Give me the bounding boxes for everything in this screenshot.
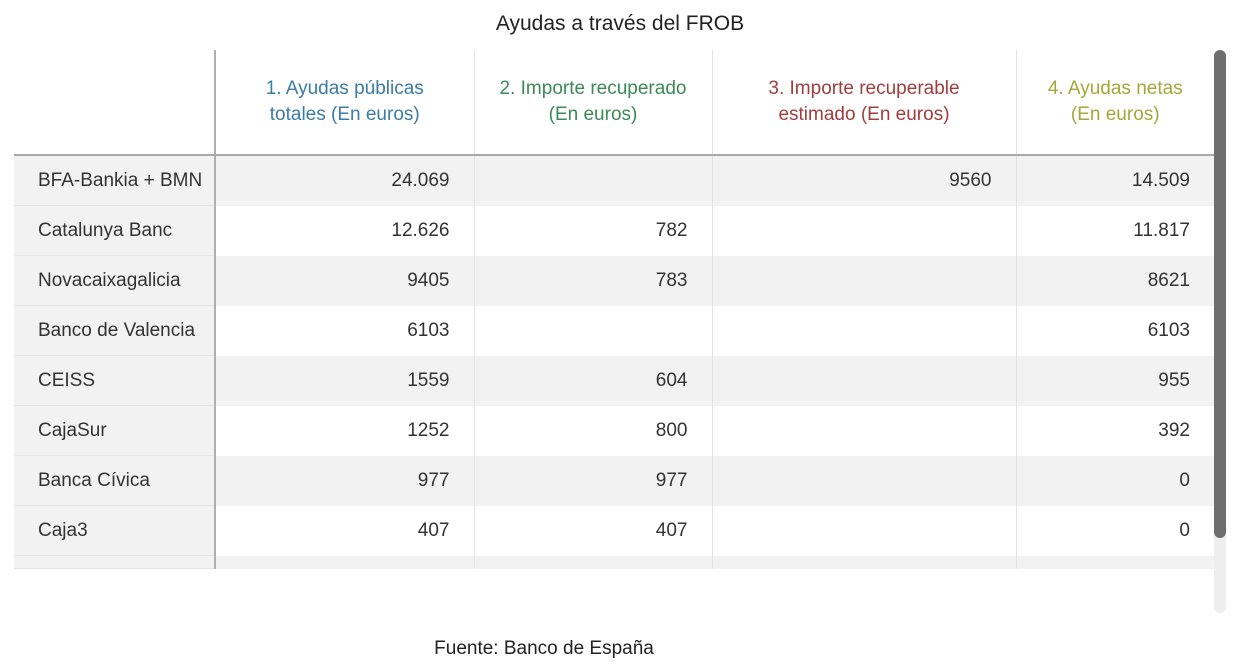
- table-row: CajaSur 1252 800 392: [14, 405, 1214, 456]
- cell-col-2: [473, 155, 712, 206]
- cell-col-3: [711, 355, 1016, 406]
- row-label: CajaSur: [14, 405, 216, 456]
- partial-cell: [214, 555, 474, 569]
- cell-col-2: 800: [473, 405, 712, 456]
- table-row: Catalunya Banc 12.626 782 11.817: [14, 205, 1214, 256]
- row-label: BFA-Bankia + BMN: [14, 155, 216, 206]
- cell-col-2: 407: [473, 505, 712, 556]
- cell-col-4: 392: [1015, 405, 1214, 456]
- cell-col-4: 6103: [1015, 305, 1214, 356]
- cell-col-3: [711, 505, 1016, 556]
- table-row: Banca Cívica 977 977 0: [14, 455, 1214, 506]
- column-header-1[interactable]: 1. Ayudas públicas totales (En euros): [214, 50, 474, 156]
- cell-col-3: [711, 205, 1016, 256]
- column-header-3[interactable]: 3. Importe recuperable estimado (En euro…: [711, 50, 1016, 156]
- cell-col-2: 783: [473, 255, 712, 306]
- cell-col-1: 6103: [214, 305, 474, 356]
- partial-cell: [473, 555, 712, 569]
- source-note: Fuente: Banco de España: [434, 638, 654, 659]
- cell-col-3: [711, 455, 1016, 506]
- table-row: BFA-Bankia + BMN 24.069 9560 14.509: [14, 155, 1214, 206]
- cell-col-4: 0: [1015, 455, 1214, 506]
- cell-col-3: [711, 255, 1016, 306]
- cell-col-3: [711, 305, 1016, 356]
- table-row: Banco de Valencia 6103 6103: [14, 305, 1214, 356]
- row-label: CEISS: [14, 355, 216, 406]
- cell-col-2: [473, 305, 712, 356]
- cell-col-1: 1559: [214, 355, 474, 406]
- table-row-partial: [14, 555, 1214, 569]
- cell-col-2: 782: [473, 205, 712, 256]
- chart-title: Ayudas a través del FROB: [495, 12, 745, 35]
- row-label: Banca Cívica: [14, 455, 216, 506]
- header-corner: [14, 50, 216, 156]
- table-row: CEISS 1559 604 955: [14, 355, 1214, 406]
- data-table: 1. Ayudas públicas totales (En euros) 2.…: [14, 50, 1214, 569]
- cell-col-3: 9560: [711, 155, 1016, 206]
- scrollbar-thumb[interactable]: [1214, 50, 1226, 538]
- column-header-4[interactable]: 4. Ayudas netas (En euros): [1015, 50, 1214, 156]
- column-header-2[interactable]: 2. Importe recuperado (En euros): [473, 50, 712, 156]
- row-label: Catalunya Banc: [14, 205, 216, 256]
- vertical-scrollbar[interactable]: [1214, 50, 1226, 613]
- table-row: Caja3 407 407 0: [14, 505, 1214, 556]
- cell-col-4: 11.817: [1015, 205, 1214, 256]
- cell-col-4: 0: [1015, 505, 1214, 556]
- partial-cell: [14, 555, 216, 569]
- table-scroll-area[interactable]: 1. Ayudas públicas totales (En euros) 2.…: [14, 50, 1226, 613]
- partial-cell: [711, 555, 1016, 569]
- cell-col-4: 955: [1015, 355, 1214, 406]
- cell-col-1: 977: [214, 455, 474, 506]
- table-body: BFA-Bankia + BMN 24.069 9560 14.509 Cataluny…: [14, 155, 1214, 569]
- cell-col-1: 9405: [214, 255, 474, 306]
- row-label: Banco de Valencia: [14, 305, 216, 356]
- row-label: Caja3: [14, 505, 216, 556]
- cell-col-1: 1252: [214, 405, 474, 456]
- cell-col-4: 14.509: [1015, 155, 1214, 206]
- partial-cell: [1015, 555, 1214, 569]
- cell-col-1: 12.626: [214, 205, 474, 256]
- row-label: Novacaixagalicia: [14, 255, 216, 306]
- cell-col-1: 24.069: [214, 155, 474, 206]
- cell-col-1: 407: [214, 505, 474, 556]
- header-row: 1. Ayudas públicas totales (En euros) 2.…: [14, 50, 1214, 156]
- cell-col-4: 8621: [1015, 255, 1214, 306]
- cell-col-2: 977: [473, 455, 712, 506]
- table-row: Novacaixagalicia 9405 783 8621: [14, 255, 1214, 306]
- cell-col-2: 604: [473, 355, 712, 406]
- cell-col-3: [711, 405, 1016, 456]
